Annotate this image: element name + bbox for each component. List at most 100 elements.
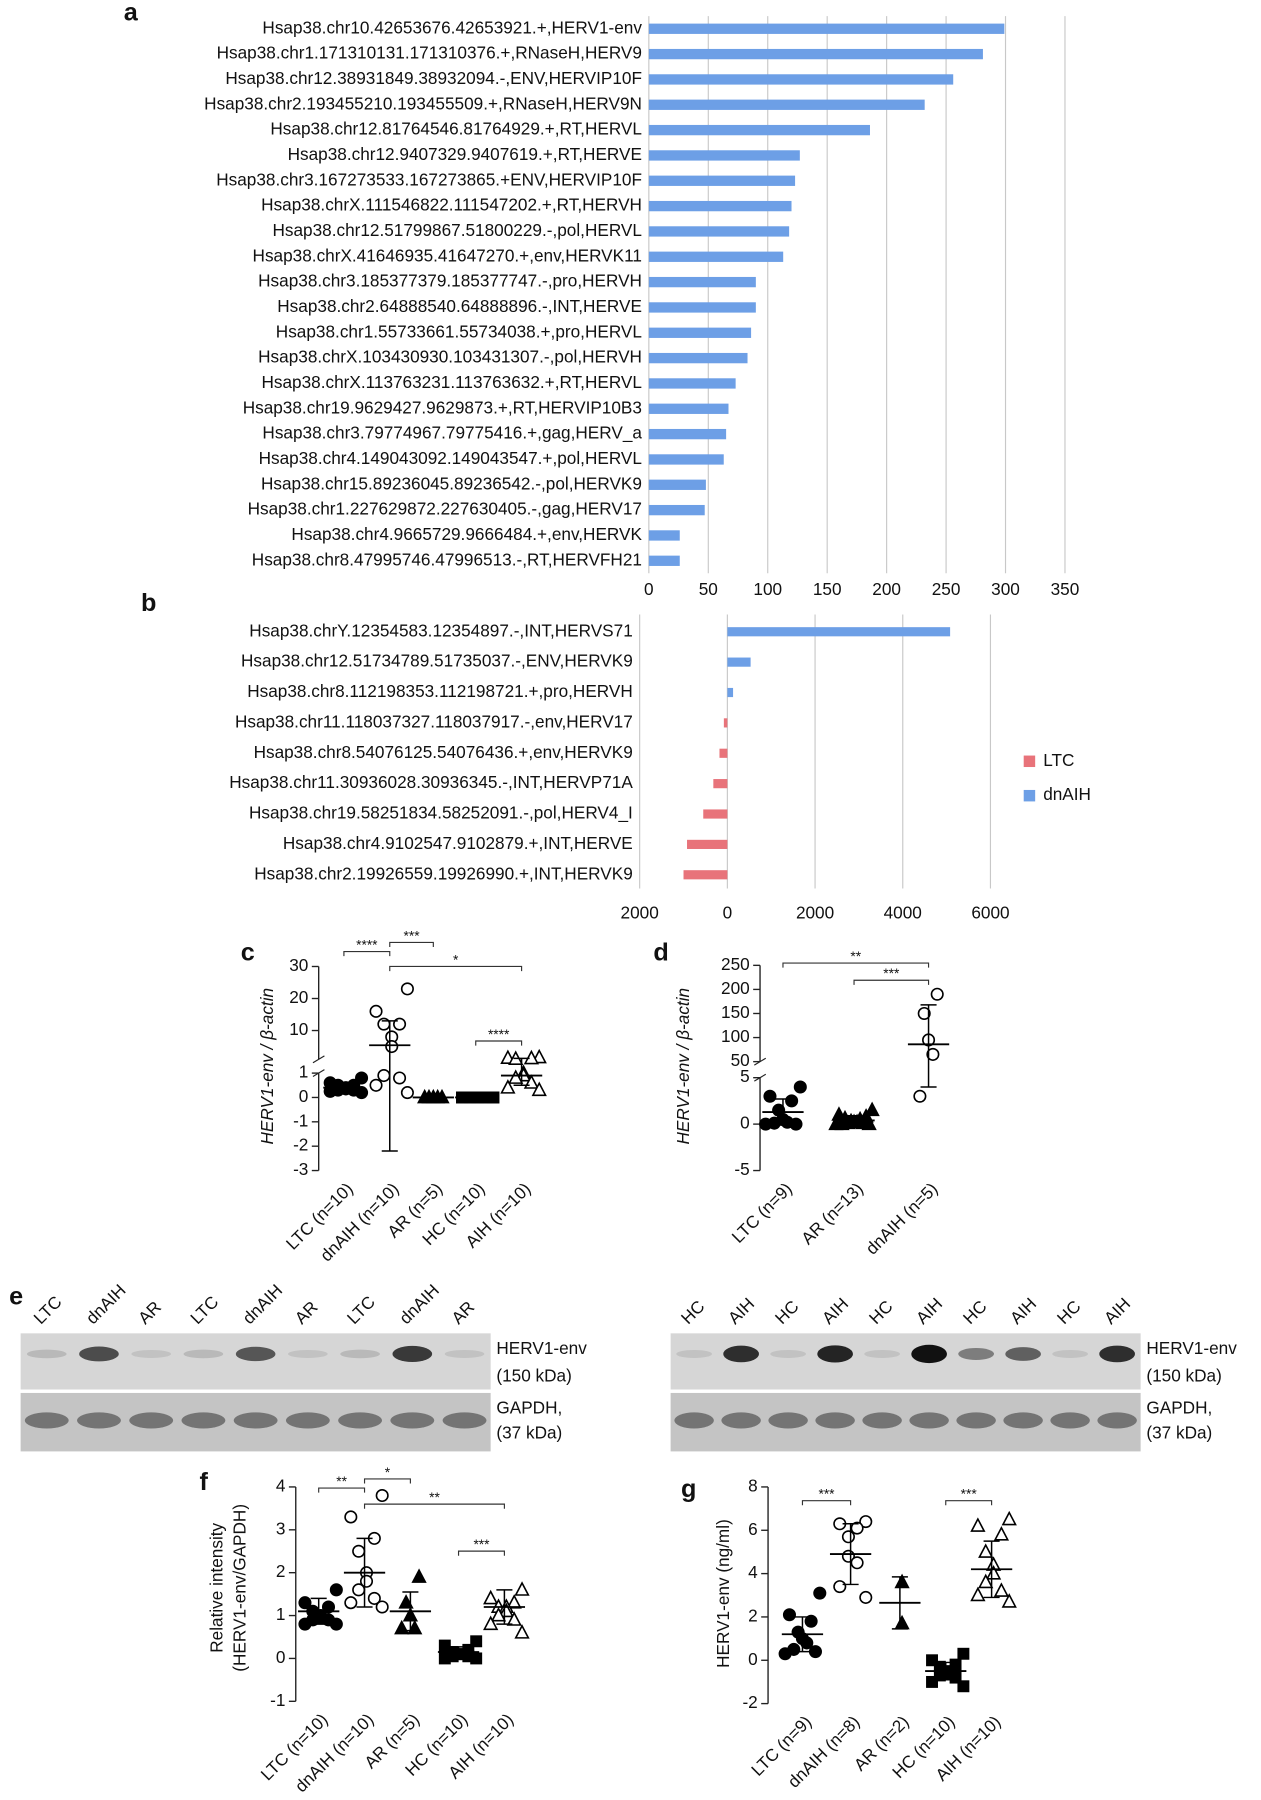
lane-label: AIH: [912, 1294, 946, 1328]
category-label: Hsap38.chr8.112198353.112198721.+,pro,HE…: [247, 681, 633, 701]
data-point: [375, 1488, 389, 1503]
data-point: [930, 987, 944, 1001]
data-point: [978, 1573, 994, 1589]
data-point: [344, 1596, 358, 1610]
bar: [648, 454, 724, 465]
band: [770, 1349, 806, 1358]
significance-label: *: [453, 952, 459, 967]
x-tick-label: 300: [991, 579, 1020, 599]
category-label: Hsap38.chrX.111546822.111547202.+,RT,HER…: [261, 195, 642, 215]
legend-label: dnAIH: [1043, 784, 1091, 804]
y-tick-label: 0: [748, 1649, 758, 1669]
bar: [648, 428, 727, 440]
data-point: [523, 1049, 540, 1065]
band: [911, 1344, 947, 1364]
blot-label: GAPDH,: [1146, 1398, 1212, 1418]
data-point: [859, 1590, 873, 1604]
y-tick-label: -2: [742, 1692, 757, 1712]
panel-letter: d: [653, 939, 668, 967]
x-tick-label: 2000: [796, 902, 834, 922]
bar: [719, 748, 728, 758]
data-point: [321, 1600, 336, 1614]
data-point: [970, 1517, 986, 1532]
band: [817, 1345, 853, 1363]
y-tick-label: 4: [276, 1475, 286, 1495]
data-point: [352, 1583, 366, 1597]
band: [1003, 1412, 1043, 1429]
x-tick-label: 350: [1051, 579, 1080, 599]
bar: [687, 839, 728, 849]
significance-label: ***: [961, 1487, 978, 1502]
lane-label: LTC: [29, 1292, 65, 1328]
band: [233, 1412, 278, 1429]
band: [721, 1412, 761, 1429]
legend-swatch: [1023, 755, 1036, 768]
data-point: [329, 1617, 343, 1631]
band: [1050, 1412, 1090, 1429]
data-point: [993, 1525, 1010, 1541]
y-tick-label: 100: [721, 1026, 750, 1046]
lane-label: AIH: [724, 1294, 758, 1328]
bar: [648, 99, 925, 110]
category-label: Hsap38.chr10.42653676.42653921.+,HERV1-e…: [262, 17, 642, 37]
y-axis-label: HERV1-env (ng/ml): [713, 1519, 733, 1668]
data-point: [393, 1071, 407, 1085]
band: [288, 1349, 328, 1358]
y-tick-label: -2: [293, 1135, 308, 1155]
category-label: Hsap38.chr2.193455210.193455509.+,RNaseH…: [204, 93, 642, 113]
category-label: Hsap38.chr12.81764546.81764929.+,RT,HERV…: [270, 119, 642, 139]
band: [26, 1349, 67, 1359]
lane-label: dnAIH: [82, 1280, 130, 1328]
category-label: Hsap38.chr19.58251834.58252091.-,pol,HER…: [249, 803, 633, 823]
band: [1052, 1349, 1088, 1358]
data-point: [763, 1089, 777, 1103]
data-point: [926, 1654, 938, 1667]
y-tick-label: 8: [748, 1475, 758, 1495]
y-tick-label: 200: [721, 978, 750, 998]
x-tick-label: LTC (n=9): [728, 1178, 796, 1246]
lane-label: AR: [291, 1297, 322, 1328]
band: [1097, 1412, 1137, 1429]
category-label: Hsap38.chr15.89236045.89236542.-,pol,HER…: [261, 473, 642, 493]
category-label: Hsap38.chr11.30936028.30936345.-,INT,HER…: [229, 772, 633, 792]
lane-label: AIH: [818, 1294, 852, 1328]
data-point: [993, 1582, 1010, 1597]
blot-label: HERV1-env: [1146, 1338, 1237, 1358]
legend-label: LTC: [1043, 750, 1074, 770]
data-point: [859, 1515, 873, 1529]
category-label: Hsap38.chr2.19926559.19926990.+,INT,HERV…: [254, 863, 633, 883]
axis-break: [312, 1055, 325, 1064]
significance-label: ****: [488, 1027, 510, 1042]
significance-label: ***: [883, 966, 900, 981]
bar: [703, 809, 728, 819]
category-label: Hsap38.chr2.64888540.64888896.-,INT,HERV…: [277, 296, 642, 316]
data-point: [778, 1647, 792, 1661]
panel-letter: e: [9, 1282, 23, 1310]
significance-label: **: [850, 949, 861, 964]
data-point: [782, 1608, 796, 1622]
data-point: [375, 1600, 389, 1614]
band: [77, 1412, 121, 1429]
data-point: [850, 1521, 864, 1535]
bar: [648, 74, 954, 85]
data-point: [438, 1639, 451, 1652]
x-tick-label: 100: [753, 579, 782, 599]
significance-bracket: [475, 1040, 523, 1046]
significance-bracket: [389, 965, 523, 972]
data-point: [808, 1645, 822, 1659]
y-tick-label: 1: [276, 1604, 286, 1624]
data-point: [800, 1636, 814, 1650]
data-point: [926, 1047, 940, 1061]
band: [390, 1412, 435, 1429]
band: [183, 1349, 224, 1359]
data-point: [377, 1017, 391, 1031]
data-point: [1001, 1510, 1017, 1526]
significance-bracket: [389, 941, 434, 948]
band: [181, 1412, 226, 1429]
y-tick-label: 250: [721, 954, 750, 974]
data-point: [498, 1602, 514, 1618]
lane-label: HC: [677, 1296, 709, 1328]
lane-label: AIH: [1006, 1294, 1040, 1328]
y-axis-label: (HERV1-env/GAPDH): [229, 1504, 249, 1672]
